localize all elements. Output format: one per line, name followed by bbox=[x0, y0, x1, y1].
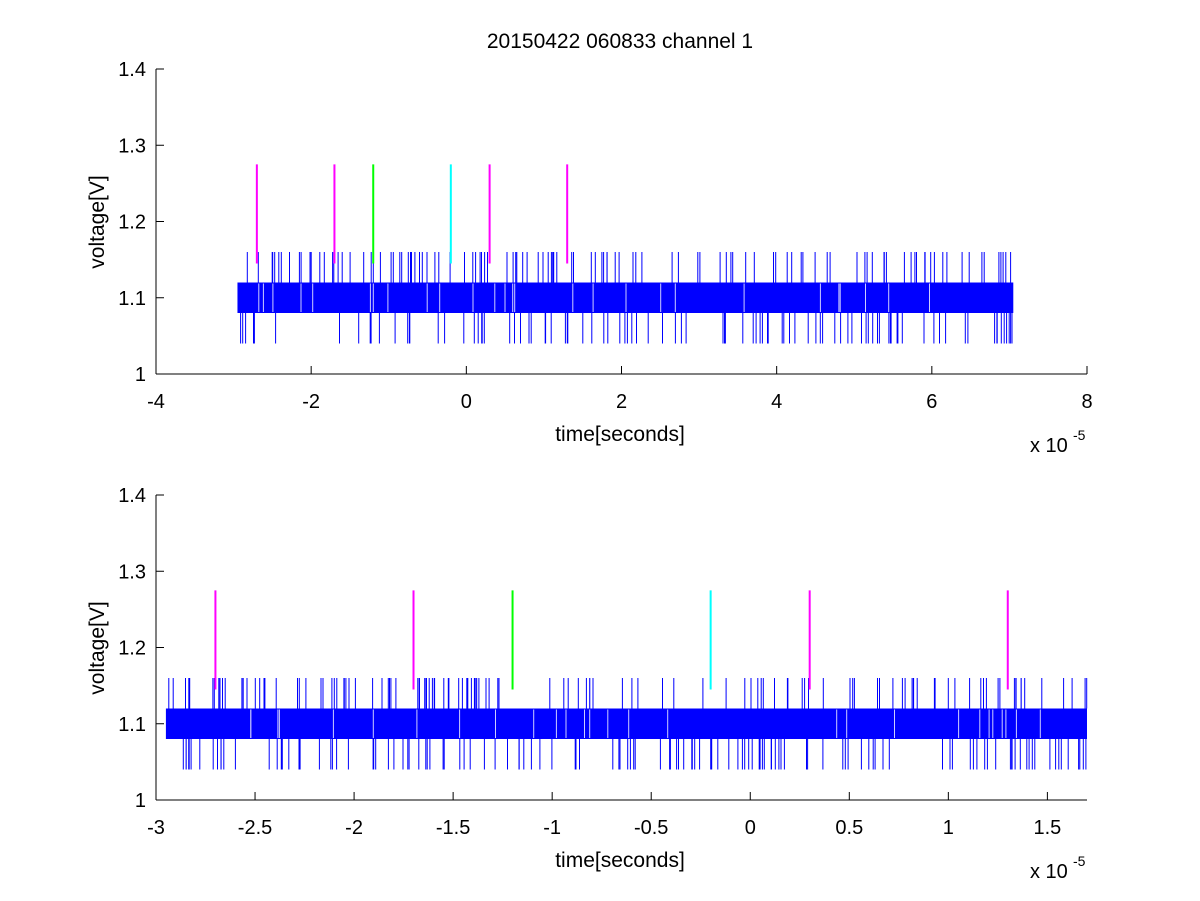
top-voltage-trace bbox=[237, 252, 1014, 344]
x-tick-label: -0.5 bbox=[634, 817, 668, 839]
y-tick-label: 1 bbox=[135, 790, 146, 812]
y-tick-label: 1.1 bbox=[118, 714, 146, 736]
bottom-x-scale-power: -5 bbox=[1073, 853, 1086, 869]
y-tick-label: 1.3 bbox=[118, 561, 146, 583]
top-axes: 20150422 060833 channel 1 -4 -2 0 2 4 6 8 1 1.1… bbox=[86, 30, 1093, 457]
top-x-ticks: -4 -2 0 2 4 6 8 bbox=[147, 366, 1093, 413]
x-tick-label: -4 bbox=[147, 391, 165, 413]
band-gaps bbox=[258, 283, 930, 312]
x-tick-label: 1 bbox=[943, 817, 954, 839]
band-gaps bbox=[250, 709, 1041, 738]
top-y-axis-label: voltage[V] bbox=[86, 175, 109, 268]
x-tick-label: 1.5 bbox=[1033, 817, 1061, 839]
top-event-markers bbox=[255, 164, 569, 264]
x-tick-label: -2.5 bbox=[238, 817, 272, 839]
low-spikes bbox=[182, 739, 1087, 770]
x-tick-label: -2 bbox=[345, 817, 363, 839]
bottom-axes: -3 -2.5 -2 -1.5 -1 -0.5 0 0.5 1 1.5 1 1.1 1.2 1.3 1.4… bbox=[86, 485, 1088, 883]
top-x-scale-exponent: x 10 -5 bbox=[1030, 427, 1086, 457]
x-tick-label: -2 bbox=[302, 391, 320, 413]
bottom-x-axis-label: time[seconds] bbox=[555, 849, 685, 872]
y-tick-label: 1.2 bbox=[118, 212, 146, 234]
x-tick-label: 2 bbox=[616, 391, 627, 413]
bottom-y-axis-label: voltage[V] bbox=[86, 601, 109, 694]
bottom-event-markers bbox=[214, 590, 1009, 690]
x-tick-label: -1 bbox=[543, 817, 561, 839]
x-tick-label: -1.5 bbox=[436, 817, 470, 839]
x-tick-label: 6 bbox=[926, 391, 937, 413]
top-x-scale-power: -5 bbox=[1073, 427, 1086, 443]
bottom-voltage-trace bbox=[165, 678, 1088, 770]
y-tick-label: 1.4 bbox=[118, 485, 146, 507]
y-tick-label: 1.3 bbox=[118, 135, 146, 157]
y-tick-label: 1.4 bbox=[118, 59, 146, 81]
bottom-x-scale-factor: x 10 bbox=[1030, 861, 1068, 883]
top-x-scale-factor: x 10 bbox=[1030, 435, 1068, 457]
top-y-ticks: 1 1.1 1.2 1.3 1.4 bbox=[118, 59, 164, 386]
x-tick-label: 0 bbox=[461, 391, 472, 413]
low-spikes bbox=[240, 313, 1013, 344]
y-tick-label: 1 bbox=[135, 364, 146, 386]
bottom-y-ticks: 1 1.1 1.2 1.3 1.4 bbox=[118, 485, 164, 812]
bottom-x-ticks: -3 -2.5 -2 -1.5 -1 -0.5 0 0.5 1 1.5 bbox=[147, 792, 1061, 839]
y-tick-label: 1.1 bbox=[118, 288, 146, 310]
bottom-x-scale-exponent: x 10 -5 bbox=[1030, 853, 1086, 883]
x-tick-label: 8 bbox=[1081, 391, 1092, 413]
x-tick-label: 4 bbox=[771, 391, 782, 413]
high-spikes bbox=[246, 252, 1012, 283]
bottom-axis-lines bbox=[155, 495, 1087, 801]
x-tick-label: 0 bbox=[745, 817, 756, 839]
x-tick-label: -3 bbox=[147, 817, 165, 839]
high-spikes bbox=[168, 678, 1088, 709]
y-tick-label: 1.2 bbox=[118, 638, 146, 660]
signal-band bbox=[165, 708, 1088, 739]
x-tick-label: 0.5 bbox=[835, 817, 863, 839]
top-x-axis-label: time[seconds] bbox=[555, 423, 685, 446]
signal-band bbox=[237, 282, 1014, 313]
top-axis-lines bbox=[155, 69, 1087, 375]
chart-title: 20150422 060833 channel 1 bbox=[487, 30, 753, 53]
